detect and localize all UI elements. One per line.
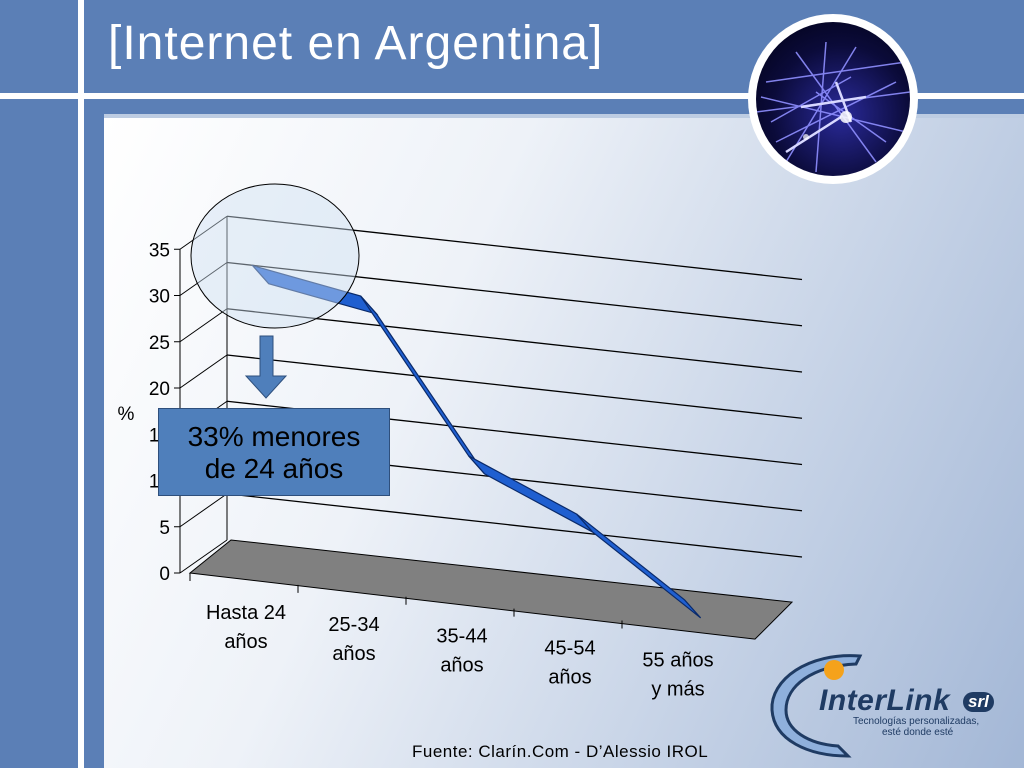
callout-line-1: 33% menores — [187, 421, 361, 452]
logo-tagline-1: Tecnologías personalizadas, — [853, 716, 980, 727]
horizontal-divider — [0, 93, 1024, 99]
logo-suffix: srl — [963, 692, 994, 712]
logo-name: InterLink — [819, 684, 951, 717]
gridline — [226, 493, 803, 558]
vertical-divider — [78, 0, 84, 768]
gridline — [226, 215, 803, 281]
slide-title: [Internet en Argentina] — [108, 17, 604, 70]
y-axis-label: % — [118, 404, 135, 425]
network-globe-icon — [756, 22, 910, 176]
gridline — [226, 354, 803, 419]
y-tick-label: 20 — [149, 379, 170, 400]
side-gridline — [179, 308, 228, 343]
down-arrow-icon — [244, 335, 288, 399]
callout-line-2: de 24 años — [204, 453, 344, 484]
highlight-ellipse — [190, 183, 360, 329]
x-tick-label: 25-34 años — [328, 614, 379, 665]
x-tick-label: 55 años y más — [642, 649, 713, 700]
series-segment — [576, 513, 702, 619]
content-top-edge — [104, 114, 1024, 118]
logo-swoosh-icon — [770, 654, 863, 758]
source-note: Fuente: Clarín.Com - D’Alessio IROL — [412, 742, 709, 761]
logo-tagline-2: esté donde esté — [882, 727, 954, 738]
side-gridline — [179, 354, 228, 389]
highlight-callout: 33% menores de 24 años — [158, 408, 390, 496]
side-gridline — [179, 493, 228, 528]
logo-dot-icon — [824, 660, 844, 680]
gridline — [226, 308, 803, 373]
side-gridline — [179, 539, 228, 574]
series-segment — [468, 455, 594, 533]
y-tick-label: 30 — [149, 287, 170, 308]
x-tick-label: Hasta 24 años — [206, 602, 286, 653]
y-tick-label: 0 — [159, 564, 170, 585]
side-gridline — [179, 215, 228, 250]
gridline — [226, 261, 803, 327]
x-tick-label: 45-54 años — [544, 638, 595, 689]
y-tick-label: 25 — [149, 333, 170, 354]
x-tick-label: 35-44 años — [436, 626, 487, 677]
side-gridline — [179, 262, 228, 296]
interlink-logo — [770, 654, 863, 758]
left-band — [0, 0, 104, 768]
chart-floor — [188, 539, 794, 640]
y-tick-label: 5 — [159, 518, 170, 539]
network-globe-image — [748, 14, 918, 184]
y-tick-label: 35 — [149, 240, 170, 261]
